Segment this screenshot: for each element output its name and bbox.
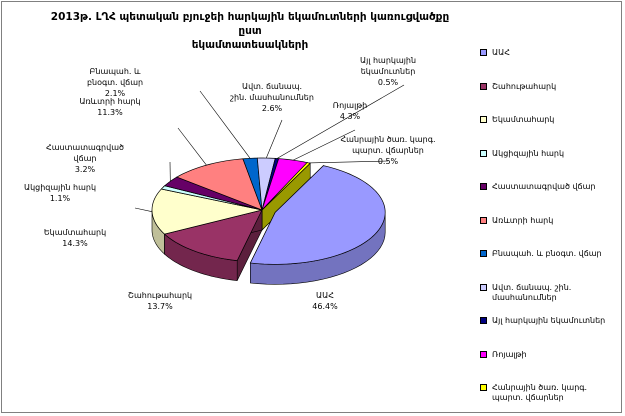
pie-slice — [261, 162, 311, 211]
slice-label: Եկամտահարկ 14.3% — [44, 228, 106, 248]
legend-label: Շահութահարկ — [492, 81, 557, 91]
leader-lines — [134, 84, 405, 212]
legend-label: Բնապահ. և բնօգտ. վճար — [492, 249, 602, 258]
pie-slice — [249, 165, 386, 265]
legend-label: Եկամտահարկ — [492, 115, 555, 124]
pie-slice — [176, 158, 263, 211]
leader-line — [293, 129, 356, 161]
legend-label: Առևտրի հարկ — [492, 215, 554, 225]
legend-swatch — [480, 350, 487, 358]
slice-label: ԱԱՀ 46.4% — [312, 291, 338, 311]
leader-line — [308, 160, 389, 164]
leader-line — [177, 127, 207, 166]
slice-labels: ԱԱՀ 46.4% Շահութահարկ 13.7% Եկամտահարկ 14.3% Ա… — [24, 56, 436, 311]
legend-swatch — [480, 116, 487, 123]
legend-label: Ավտ. ճանապ. շին. մասհանումներ — [492, 282, 572, 302]
slice-label: Առևտրի հարկ 11.3% — [79, 97, 140, 117]
slice-label: Ռոյալթի 4.3% — [333, 101, 368, 121]
legend-swatch — [480, 317, 487, 324]
leader-line — [199, 90, 251, 159]
pie-slice — [256, 157, 276, 211]
slice-label: Բնապահ. և բնօգտ. վճար 2.1% — [87, 67, 143, 98]
legend-swatch — [480, 283, 487, 291]
slice-label: Այլ հարկային եկամուտներ 0.5% — [360, 56, 416, 87]
pie-slices — [151, 157, 386, 285]
legend: ԱԱՀ Շահութահարկ Եկամտահարկ Ակցիզային հարկ Հա… — [478, 40, 618, 412]
leader-line — [276, 84, 405, 159]
leader-line — [134, 207, 153, 212]
legend-swatch — [480, 183, 487, 190]
legend-swatch — [480, 49, 487, 56]
legend-swatch — [480, 82, 487, 90]
pie-plot: ԱԱՀ 46.4% Շահութահարկ 13.7% Եկամտահարկ 14.3% Ա… — [24, 56, 436, 311]
pie-slice — [261, 158, 308, 211]
slice-label: Ավտ. ճանապ. շին. մասհանումներ 2.6% — [230, 82, 314, 113]
legend-label: Ակցիզային հարկ — [492, 148, 565, 158]
legend-swatch — [480, 149, 487, 157]
slice-label: Հանրային ծառ. կարգ. պարտ. վճարներ 0.5% — [340, 135, 435, 166]
leader-line — [162, 185, 165, 188]
legend-swatch — [480, 384, 487, 391]
leader-line — [266, 119, 283, 159]
legend-label: Ռոյալթի — [492, 349, 527, 359]
chart-title: 2013թ. ԼՂՀ պետական բյուջեի հարկային եկամ… — [50, 11, 450, 51]
legend-swatch — [480, 250, 487, 257]
legend-swatch — [480, 216, 487, 224]
slice-label: Շահութահարկ 13.7% — [128, 291, 192, 311]
pie-slice — [163, 209, 263, 262]
slice-label: Հաստատագրված վճար 3.2% — [46, 143, 124, 174]
legend-label: Հաստատագրված վճար — [492, 182, 596, 191]
slice-label: Ակցիզային հարկ 1.1% — [24, 183, 96, 203]
legend-label: Այլ հարկային եկամուտներ — [492, 316, 606, 325]
legend-label: ԱԱՀ — [492, 48, 510, 57]
legend-label: Հանրային ծառ. կարգ. պարտ. վճարներ — [492, 383, 588, 402]
